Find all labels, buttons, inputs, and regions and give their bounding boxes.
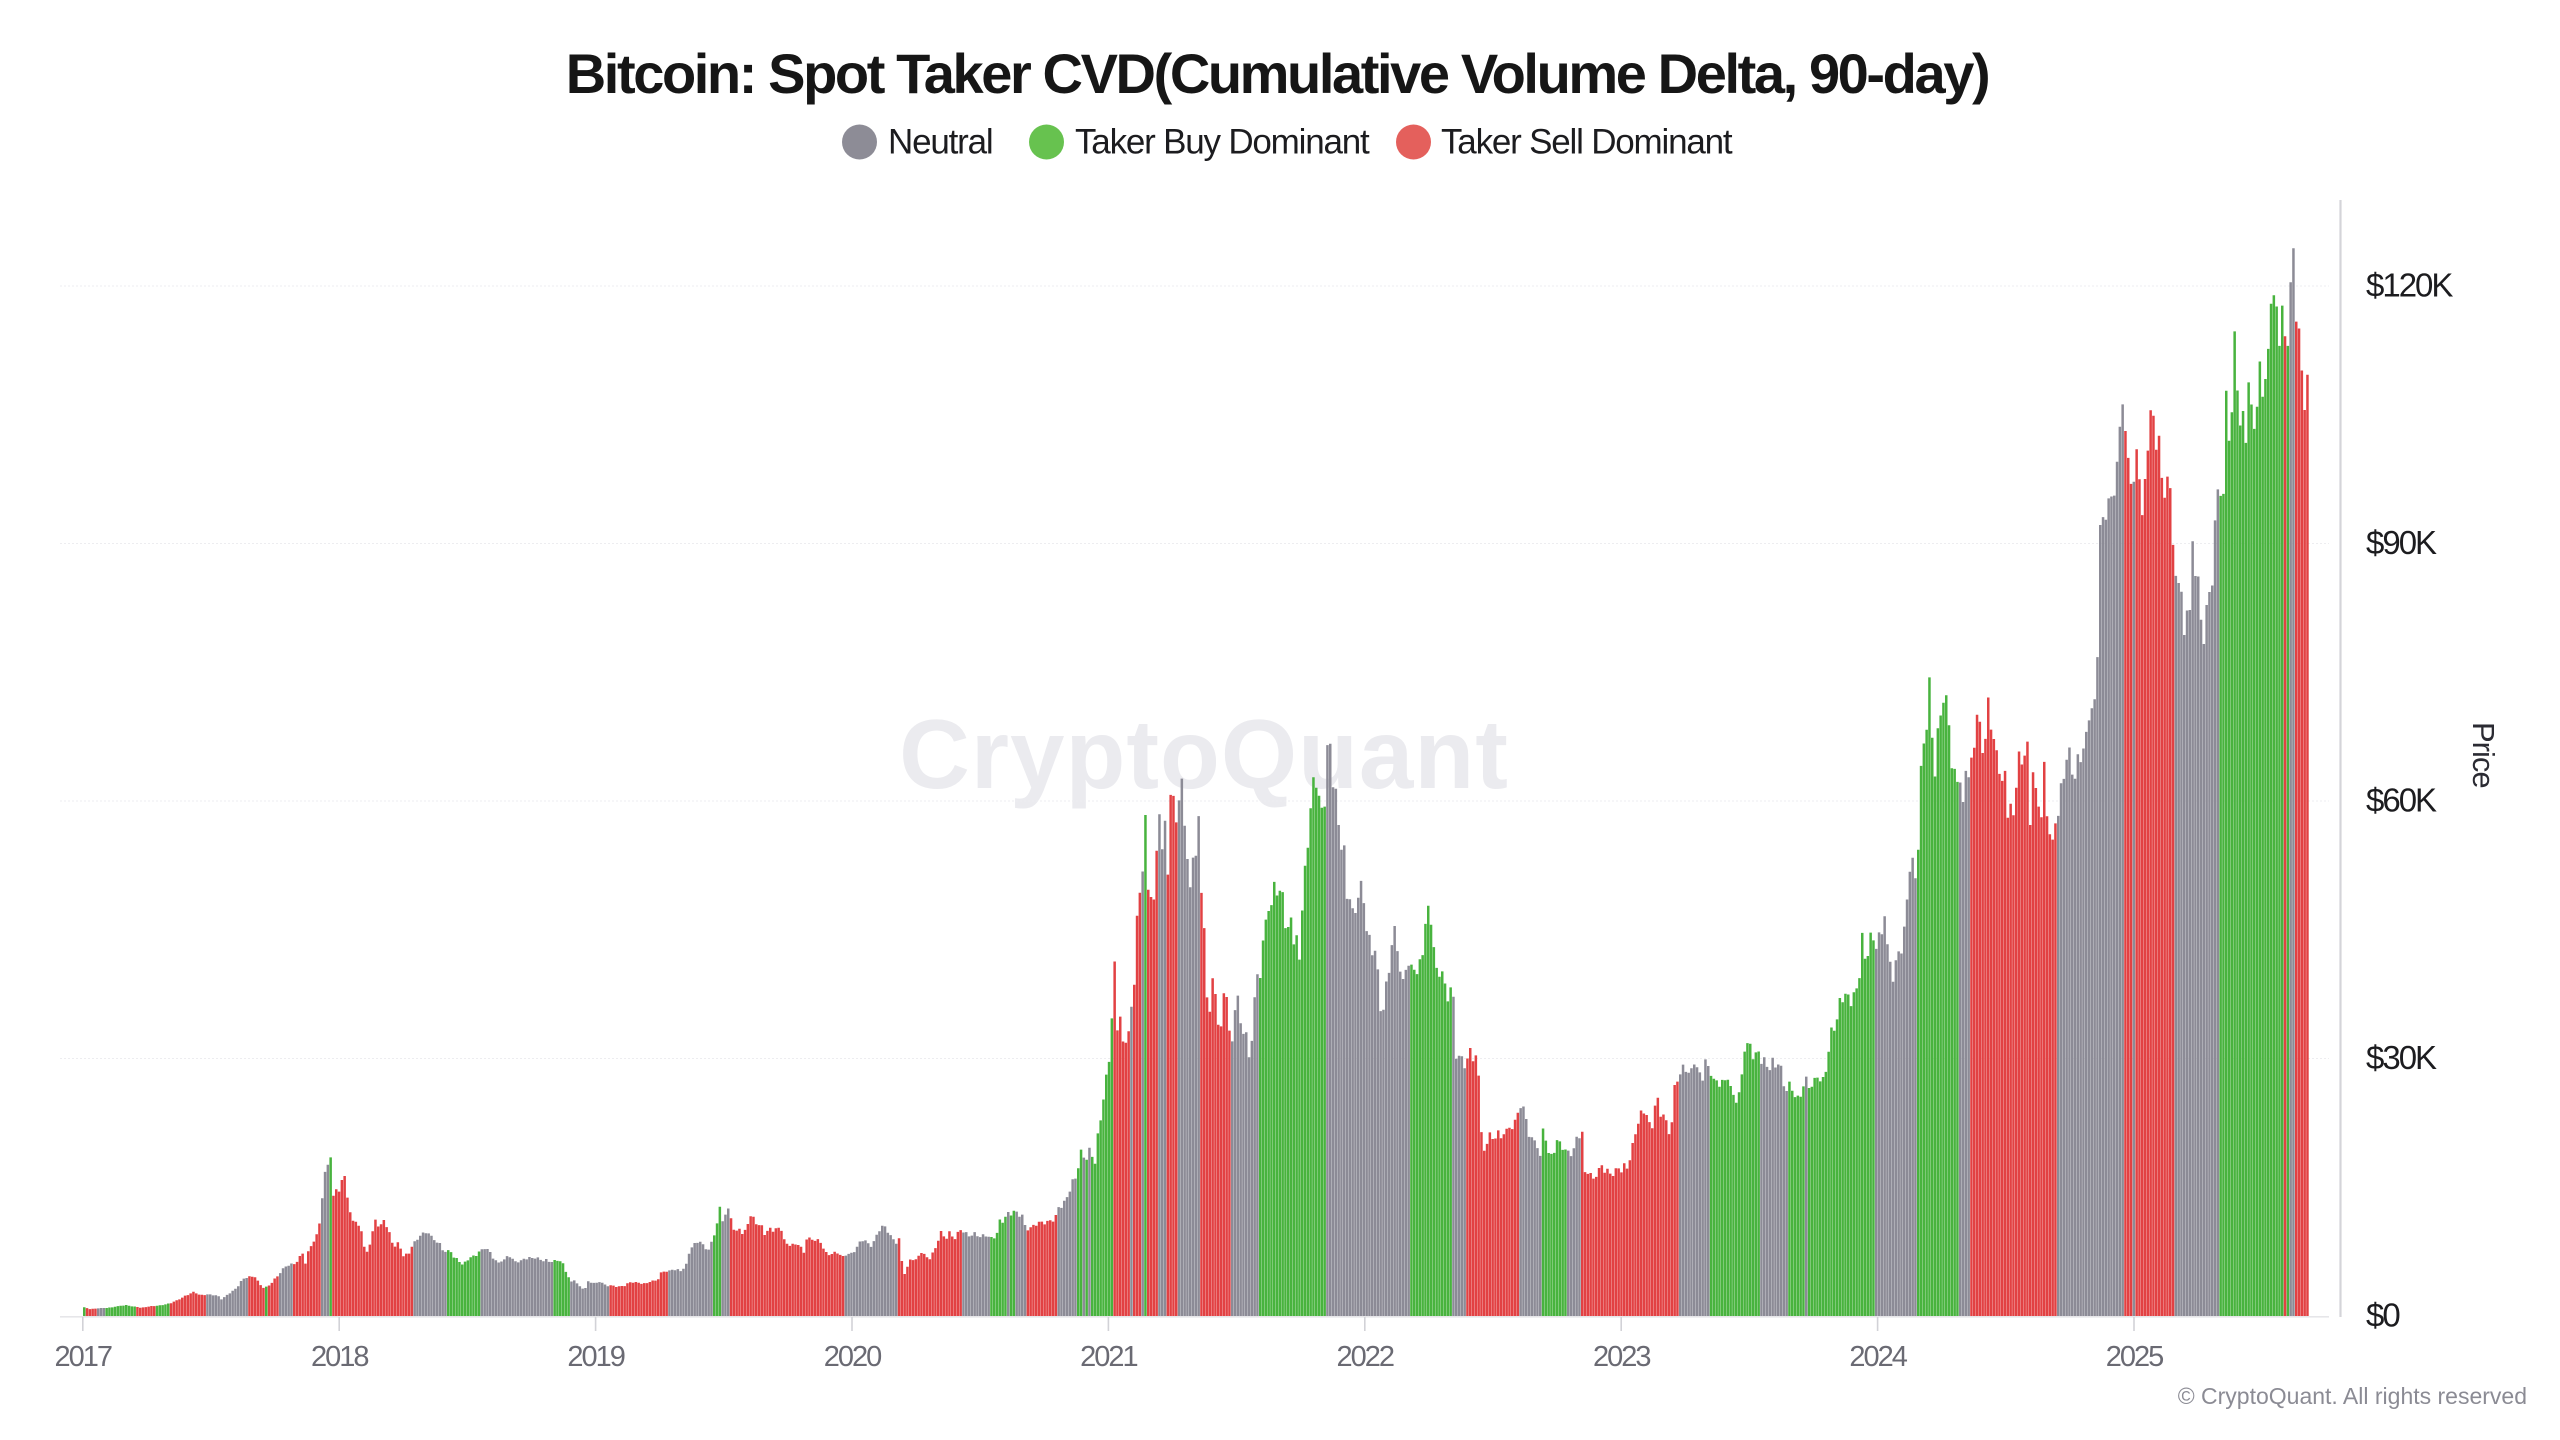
svg-text:2022: 2022 [1337,1341,1394,1373]
svg-text:2018: 2018 [311,1341,368,1373]
svg-text:Taker Sell Dominant: Taker Sell Dominant [1441,123,1733,162]
svg-text:Price: Price [2466,722,2501,788]
svg-text:$90K: $90K [2366,524,2437,561]
svg-text:© CryptoQuant. All rights rese: © CryptoQuant. All rights reserved [2178,1383,2527,1409]
svg-text:2024: 2024 [1849,1341,1907,1373]
svg-text:2025: 2025 [2106,1341,2163,1373]
svg-text:Taker Buy Dominant: Taker Buy Dominant [1075,123,1370,162]
svg-text:$0: $0 [2366,1297,2400,1334]
svg-text:$60K: $60K [2366,782,2437,819]
svg-text:Bitcoin: Spot Taker CVD(Cumula: Bitcoin: Spot Taker CVD(Cumulative Volum… [566,42,1988,105]
svg-text:2023: 2023 [1593,1341,1650,1373]
svg-text:CryptoQuant: CryptoQuant [899,699,1509,809]
svg-text:$30K: $30K [2366,1039,2437,1076]
svg-text:Neutral: Neutral [888,123,992,162]
svg-text:$120K: $120K [2366,267,2453,304]
svg-text:2020: 2020 [824,1341,881,1373]
svg-text:2019: 2019 [567,1341,624,1373]
svg-text:2021: 2021 [1080,1341,1137,1373]
svg-text:2017: 2017 [55,1341,112,1373]
